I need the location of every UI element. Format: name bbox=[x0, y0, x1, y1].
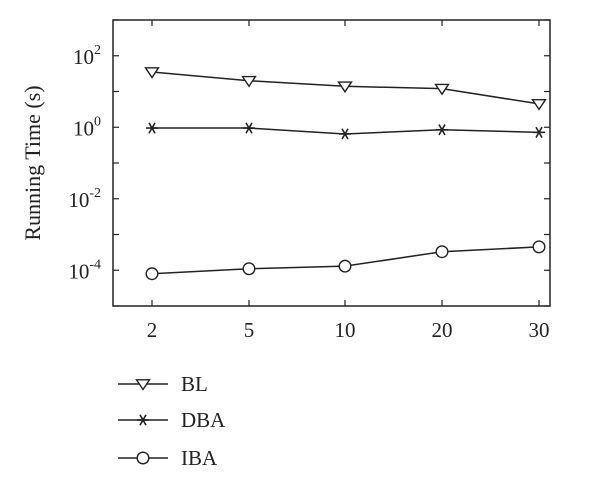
legend-marker-iba bbox=[136, 451, 150, 465]
y-tick-base: 10 bbox=[68, 188, 89, 212]
data-point-iba bbox=[242, 262, 256, 276]
y-tick-base: 10 bbox=[68, 259, 89, 283]
asterisk-stroke bbox=[341, 128, 349, 140]
legend-label: DBA bbox=[181, 408, 226, 432]
data-point-bl bbox=[531, 98, 547, 111]
y-tick-base: 10 bbox=[73, 45, 94, 69]
y-tick-base: 10 bbox=[73, 116, 94, 140]
data-point-dba bbox=[339, 128, 351, 140]
series-lines bbox=[144, 67, 547, 281]
x-tick-label: 5 bbox=[244, 318, 255, 342]
data-point-iba bbox=[435, 245, 449, 259]
data-point-iba bbox=[532, 240, 546, 254]
y-axis-label: Running Time (s) bbox=[20, 85, 45, 240]
y-tick-label: 102 bbox=[73, 43, 101, 69]
data-point-bl bbox=[144, 67, 160, 79]
legend-marker-bl bbox=[135, 379, 151, 391]
x-tick-label: 2 bbox=[147, 318, 158, 342]
data-point-dba bbox=[533, 126, 545, 138]
data-point-dba bbox=[243, 122, 255, 134]
y-tick-exponent: 0 bbox=[94, 114, 101, 129]
x-axis-ticks: 2 5 10 20 30 bbox=[147, 20, 550, 342]
legend-item-bl: BL bbox=[118, 372, 208, 396]
series-bl bbox=[144, 67, 547, 111]
y-tick-label: 10-4 bbox=[68, 257, 101, 283]
series-iba bbox=[145, 240, 546, 281]
data-point-dba bbox=[146, 122, 158, 134]
asterisk-stroke bbox=[148, 122, 156, 134]
legend-item-iba: IBA bbox=[118, 446, 218, 470]
x-tick-label: 20 bbox=[432, 318, 453, 342]
legend-label: IBA bbox=[181, 446, 218, 470]
legend-marker-dba bbox=[137, 414, 149, 426]
x-tick-label: 30 bbox=[529, 318, 550, 342]
y-tick-label: 100 bbox=[73, 114, 101, 140]
legend: BL DBA IBA bbox=[118, 372, 226, 470]
data-point-bl bbox=[337, 81, 353, 94]
asterisk-stroke bbox=[438, 124, 446, 136]
asterisk-stroke bbox=[139, 414, 147, 426]
legend-item-dba: DBA bbox=[118, 408, 226, 432]
y-tick-exponent: 2 bbox=[94, 43, 101, 58]
series-dba bbox=[146, 122, 545, 140]
y-tick-exponent: -2 bbox=[89, 186, 101, 201]
x-tick-label: 10 bbox=[335, 318, 356, 342]
data-point-iba bbox=[145, 267, 159, 281]
data-point-iba bbox=[338, 259, 352, 273]
asterisk-stroke bbox=[245, 122, 253, 134]
data-point-bl bbox=[434, 83, 450, 96]
asterisk-stroke bbox=[535, 126, 543, 138]
legend-label: BL bbox=[181, 372, 208, 396]
data-point-dba bbox=[436, 124, 448, 136]
y-tick-exponent: -4 bbox=[89, 257, 101, 272]
plot-frame bbox=[112, 19, 551, 307]
y-tick-label: 10-2 bbox=[68, 186, 101, 212]
data-point-bl bbox=[241, 75, 257, 88]
